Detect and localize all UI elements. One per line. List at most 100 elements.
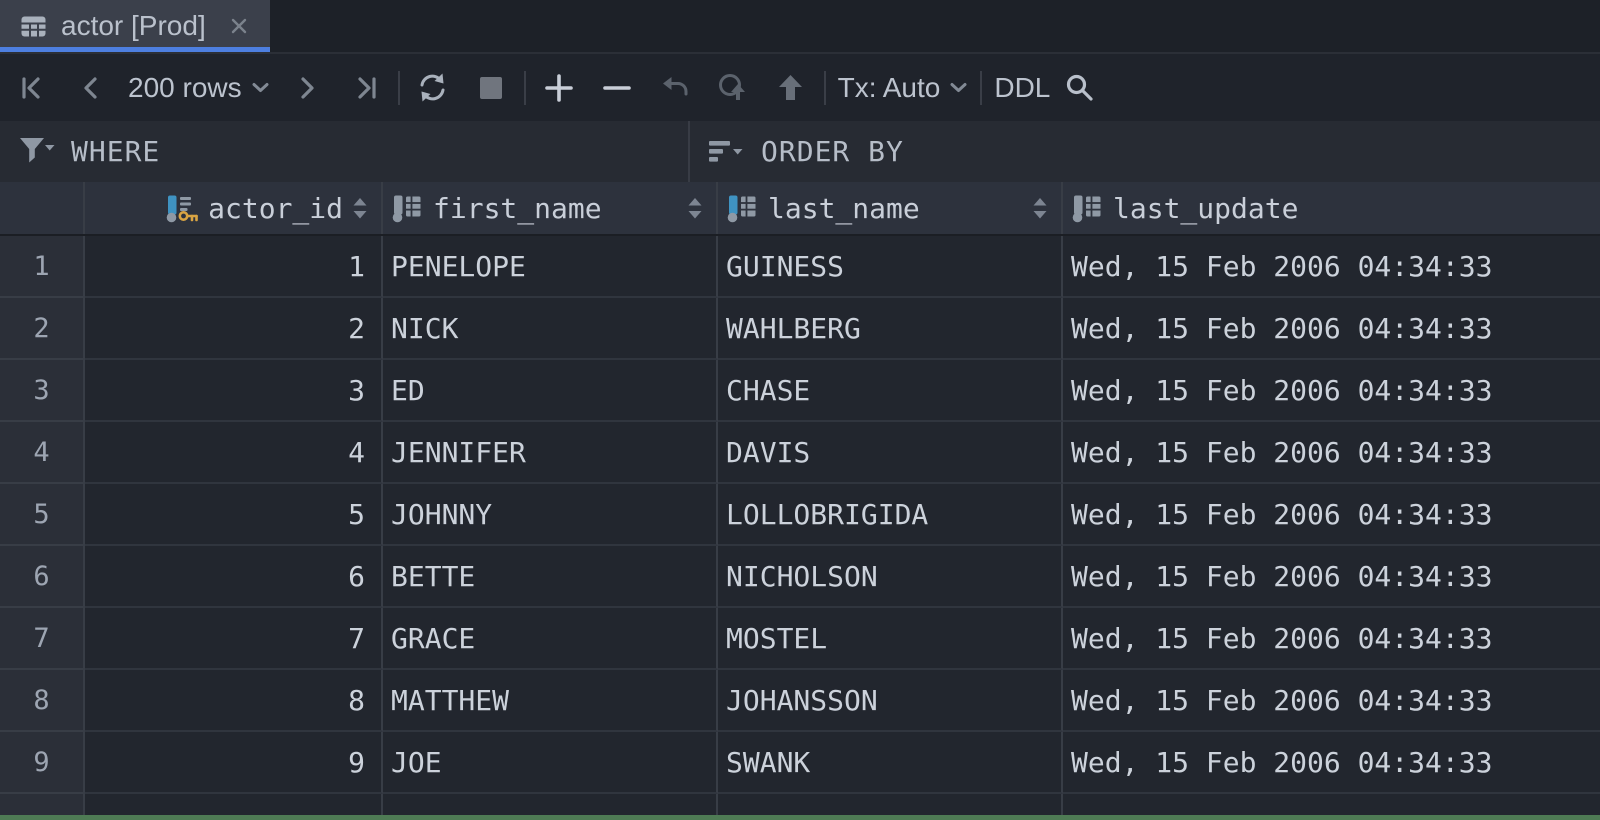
column-header-label: first_name bbox=[433, 191, 602, 225]
cell-last-update[interactable]: Wed, 15 Feb 2006 04:34:33 bbox=[1063, 608, 1600, 670]
first-page-button[interactable] bbox=[12, 67, 54, 109]
cell-actor-id[interactable]: 8 bbox=[85, 670, 383, 732]
cell-last-name[interactable]: DAVIS bbox=[718, 422, 1063, 484]
stop-button[interactable] bbox=[470, 67, 512, 109]
cell-first-name[interactable]: PENELOPE bbox=[383, 236, 718, 298]
cell-last-name[interactable]: WAHLBERG bbox=[718, 298, 1063, 360]
toolbar-separator bbox=[823, 70, 826, 105]
cell-last-name[interactable]: MOSTEL bbox=[718, 608, 1063, 670]
row-number[interactable]: 1 bbox=[0, 236, 85, 298]
cell-actor-id[interactable]: 9 bbox=[85, 732, 383, 794]
table-row: 4 4 JENNIFER DAVIS Wed, 15 Feb 2006 04:3… bbox=[0, 422, 1600, 484]
sort-lines-icon bbox=[708, 136, 745, 167]
cell-last-update[interactable] bbox=[1063, 794, 1600, 815]
cell-actor-id[interactable] bbox=[85, 794, 383, 815]
column-header-first-name[interactable]: first_name bbox=[383, 182, 718, 234]
cell-last-name[interactable]: LOLLOBRIGIDA bbox=[718, 484, 1063, 546]
row-number[interactable]: 4 bbox=[0, 422, 85, 484]
column-header-label: actor_id bbox=[208, 191, 343, 225]
order-by-label: ORDER BY bbox=[761, 135, 904, 168]
column-header-last-update[interactable]: last_update bbox=[1063, 182, 1600, 234]
cell-actor-id[interactable]: 1 bbox=[85, 236, 383, 298]
cell-last-name[interactable]: NICHOLSON bbox=[718, 546, 1063, 608]
column-icon bbox=[1071, 193, 1103, 224]
cell-last-update[interactable]: Wed, 15 Feb 2006 04:34:33 bbox=[1063, 670, 1600, 732]
ddl-button[interactable]: DDL bbox=[994, 67, 1050, 109]
sort-arrows-icon[interactable] bbox=[1033, 197, 1047, 220]
table-row: 2 2 NICK WAHLBERG Wed, 15 Feb 2006 04:34… bbox=[0, 298, 1600, 360]
cell-last-update[interactable]: Wed, 15 Feb 2006 04:34:33 bbox=[1063, 298, 1600, 360]
cell-actor-id[interactable]: 5 bbox=[85, 484, 383, 546]
tab-actor-prod[interactable]: actor [Prod] bbox=[0, 0, 270, 52]
page-size-dropdown[interactable]: 200 rows bbox=[128, 67, 270, 109]
add-row-button[interactable] bbox=[538, 67, 580, 109]
active-tab-indicator bbox=[0, 47, 270, 52]
submit-changes-button[interactable] bbox=[712, 67, 754, 109]
minus-icon bbox=[602, 73, 632, 103]
cell-first-name[interactable]: MATTHEW bbox=[383, 670, 718, 732]
toolbar-separator bbox=[397, 70, 400, 105]
indexed-column-icon bbox=[726, 193, 758, 224]
grid-rows: 1 1 PENELOPE GUINESS Wed, 15 Feb 2006 04… bbox=[0, 236, 1600, 794]
grid-header: actor_id first_name bbox=[0, 182, 1600, 236]
row-number[interactable]: 6 bbox=[0, 546, 85, 608]
table-row-partial bbox=[0, 794, 1600, 815]
upload-button[interactable] bbox=[770, 67, 812, 109]
tx-mode-dropdown[interactable]: Tx: Auto bbox=[838, 67, 969, 109]
cell-first-name[interactable] bbox=[383, 794, 718, 815]
cell-last-name[interactable] bbox=[718, 794, 1063, 815]
cell-first-name[interactable]: GRACE bbox=[383, 608, 718, 670]
cell-first-name[interactable]: BETTE bbox=[383, 546, 718, 608]
cell-last-update[interactable]: Wed, 15 Feb 2006 04:34:33 bbox=[1063, 546, 1600, 608]
order-by-filter[interactable]: ORDER BY bbox=[690, 121, 904, 182]
table-icon bbox=[20, 13, 47, 40]
last-page-button[interactable] bbox=[344, 67, 386, 109]
stop-icon bbox=[477, 74, 505, 102]
cell-last-update[interactable]: Wed, 15 Feb 2006 04:34:33 bbox=[1063, 360, 1600, 422]
column-header-last-name[interactable]: last_name bbox=[718, 182, 1063, 234]
cell-last-name[interactable]: CHASE bbox=[718, 360, 1063, 422]
cell-last-update[interactable]: Wed, 15 Feb 2006 04:34:33 bbox=[1063, 422, 1600, 484]
next-page-button[interactable] bbox=[286, 67, 328, 109]
row-number[interactable]: 5 bbox=[0, 484, 85, 546]
row-number[interactable]: 8 bbox=[0, 670, 85, 732]
cell-last-update[interactable]: Wed, 15 Feb 2006 04:34:33 bbox=[1063, 236, 1600, 298]
row-number[interactable] bbox=[0, 794, 85, 815]
chevron-left-icon bbox=[79, 75, 103, 101]
cell-first-name[interactable]: JENNIFER bbox=[383, 422, 718, 484]
delete-row-button[interactable] bbox=[596, 67, 638, 109]
cell-actor-id[interactable]: 4 bbox=[85, 422, 383, 484]
where-filter[interactable]: WHERE bbox=[0, 121, 688, 182]
table-row: 7 7 GRACE MOSTEL Wed, 15 Feb 2006 04:34:… bbox=[0, 608, 1600, 670]
cell-last-name[interactable]: SWANK bbox=[718, 732, 1063, 794]
cell-actor-id[interactable]: 3 bbox=[85, 360, 383, 422]
cell-last-name[interactable]: GUINESS bbox=[718, 236, 1063, 298]
cell-first-name[interactable]: ED bbox=[383, 360, 718, 422]
row-number[interactable]: 2 bbox=[0, 298, 85, 360]
row-number[interactable]: 9 bbox=[0, 732, 85, 794]
table-row: 3 3 ED CHASE Wed, 15 Feb 2006 04:34:33 bbox=[0, 360, 1600, 422]
row-number[interactable]: 7 bbox=[0, 608, 85, 670]
reload-data-button[interactable] bbox=[412, 67, 454, 109]
find-button[interactable] bbox=[1058, 67, 1100, 109]
cell-first-name[interactable]: JOE bbox=[383, 732, 718, 794]
cell-first-name[interactable]: JOHNNY bbox=[383, 484, 718, 546]
sort-arrows-icon[interactable] bbox=[688, 197, 702, 220]
cell-last-update[interactable]: Wed, 15 Feb 2006 04:34:33 bbox=[1063, 732, 1600, 794]
cell-actor-id[interactable]: 6 bbox=[85, 546, 383, 608]
previous-page-button[interactable] bbox=[70, 67, 112, 109]
cell-actor-id[interactable]: 7 bbox=[85, 608, 383, 670]
row-number[interactable]: 3 bbox=[0, 360, 85, 422]
sort-arrows-icon[interactable] bbox=[353, 197, 367, 220]
cell-last-name[interactable]: JOHANSSON bbox=[718, 670, 1063, 732]
close-tab-button[interactable] bbox=[224, 11, 254, 41]
revert-changes-button[interactable] bbox=[654, 67, 696, 109]
where-label: WHERE bbox=[71, 135, 161, 168]
column-icon bbox=[391, 193, 423, 224]
cell-last-update[interactable]: Wed, 15 Feb 2006 04:34:33 bbox=[1063, 484, 1600, 546]
column-header-actor-id[interactable]: actor_id bbox=[85, 182, 383, 234]
cell-first-name[interactable]: NICK bbox=[383, 298, 718, 360]
header-gutter bbox=[0, 182, 85, 234]
filter-divider bbox=[688, 121, 690, 182]
cell-actor-id[interactable]: 2 bbox=[85, 298, 383, 360]
